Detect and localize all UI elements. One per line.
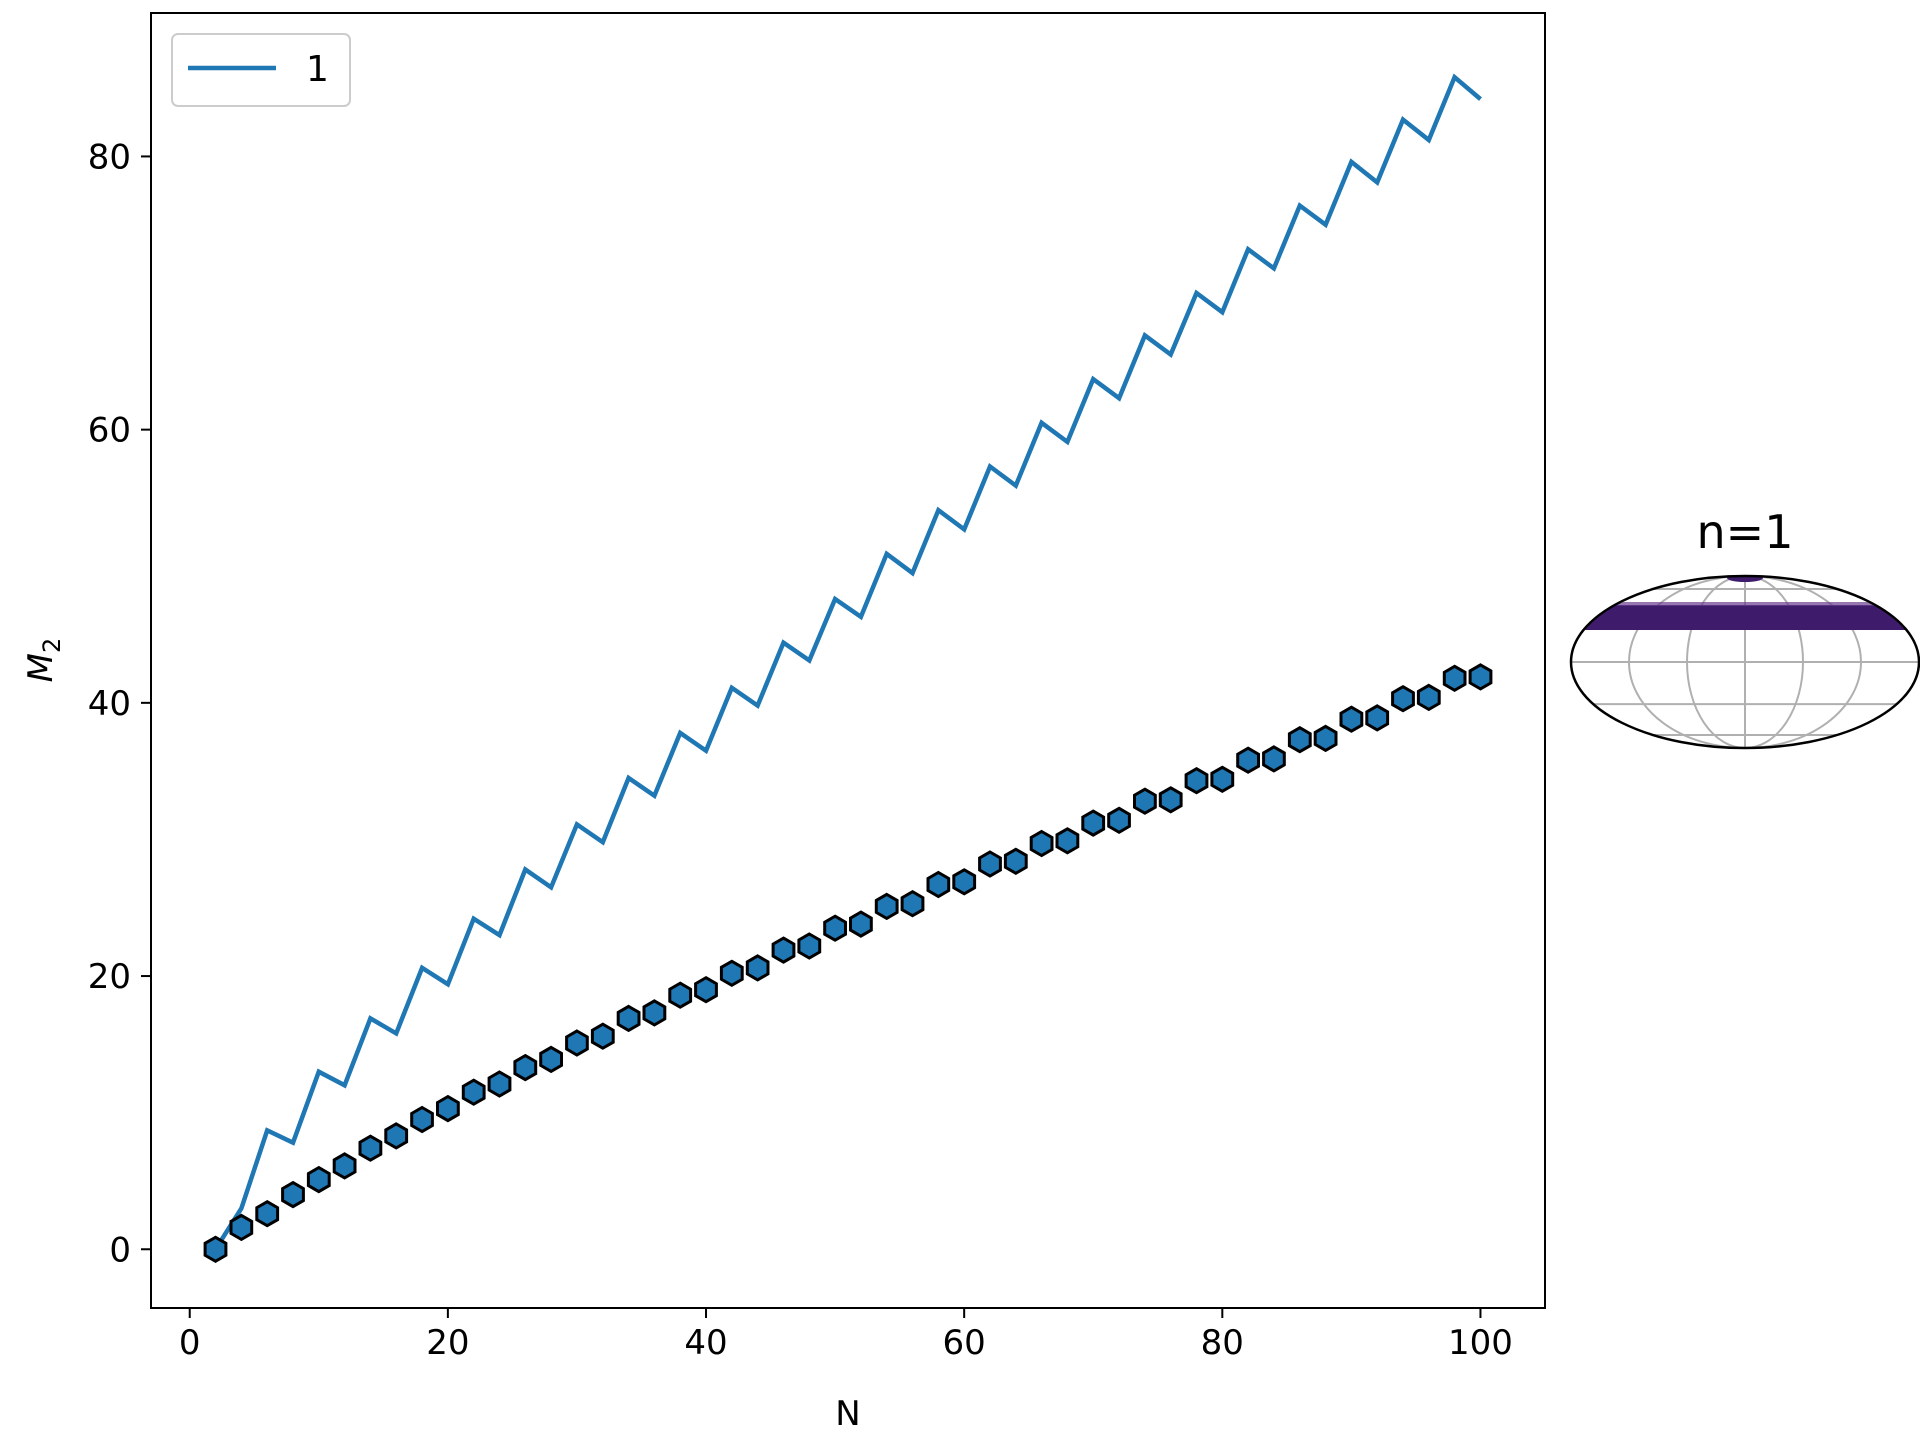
data-point <box>461 1078 486 1106</box>
x-tick-label: 100 <box>1448 1323 1513 1363</box>
y-axis-label-sub: 2 <box>38 638 66 653</box>
pole-cap <box>1727 576 1763 582</box>
data-point <box>849 910 873 938</box>
data-point <box>1339 705 1364 733</box>
data-point <box>1442 664 1467 693</box>
y-tick-label: 0 <box>109 1230 131 1270</box>
data-point <box>1468 663 1493 691</box>
data-point <box>1055 827 1080 855</box>
data-point <box>590 1022 615 1050</box>
y-tick-label: 80 <box>88 137 131 177</box>
inset-outline <box>1569 574 1920 750</box>
data-point <box>1313 724 1338 753</box>
legend: 1 <box>171 33 351 107</box>
x-axis-label: N <box>835 1394 860 1434</box>
data-point <box>797 932 822 960</box>
data-point <box>1416 683 1441 712</box>
y-axis-label: M2 <box>21 638 66 683</box>
data-point <box>306 1165 331 1194</box>
inset-band <box>1571 576 1919 630</box>
data-point <box>332 1152 357 1180</box>
series-line-0 <box>213 73 1482 1251</box>
data-point <box>539 1045 563 1074</box>
data-point <box>823 914 847 942</box>
data-point <box>255 1199 280 1228</box>
data-point <box>358 1134 383 1162</box>
data-point <box>1262 745 1286 773</box>
data-point <box>1210 765 1235 794</box>
data-point <box>1003 847 1028 876</box>
data-point <box>771 936 796 964</box>
data-point <box>203 1235 228 1264</box>
y-tick-label: 40 <box>88 684 131 724</box>
data-point <box>1365 704 1390 732</box>
data-point <box>1133 787 1157 815</box>
data-point <box>926 870 951 899</box>
data-point <box>410 1105 434 1134</box>
data-point <box>1184 766 1209 795</box>
data-point <box>668 981 693 1009</box>
data-point <box>900 889 925 918</box>
band <box>1571 605 1919 630</box>
data-point <box>436 1094 460 1123</box>
inset-title: n=1 <box>1697 505 1794 559</box>
data-point <box>1029 829 1054 858</box>
data-point <box>384 1122 409 1150</box>
data-point <box>719 959 744 988</box>
band-edge <box>1571 602 1919 606</box>
data-point <box>1081 809 1106 837</box>
data-point <box>642 999 667 1027</box>
plot-area <box>150 12 1546 1309</box>
data-point <box>694 975 718 1004</box>
data-point <box>1107 806 1131 835</box>
y-tick-label: 20 <box>88 957 131 997</box>
data-point <box>952 868 977 896</box>
data-point <box>745 954 770 982</box>
data-point <box>513 1053 538 1082</box>
x-tick-label: 20 <box>426 1323 469 1363</box>
x-tick-label: 60 <box>943 1323 986 1363</box>
x-tick-label: 0 <box>179 1323 201 1363</box>
y-tick-label: 60 <box>88 411 131 451</box>
data-point <box>616 1004 641 1033</box>
data-point <box>1158 786 1183 814</box>
y-axis-label-main: M <box>21 653 61 682</box>
data-point <box>978 850 1002 878</box>
legend-label: 1 <box>306 49 329 90</box>
y-axis: 0 20 40 60 80 <box>88 137 151 1270</box>
series-layer <box>203 73 1493 1264</box>
data-point <box>565 1029 589 1057</box>
data-point <box>1391 684 1415 713</box>
data-point <box>229 1213 254 1242</box>
data-point <box>1287 725 1312 754</box>
x-tick-label: 40 <box>684 1323 727 1363</box>
data-point <box>1236 746 1260 774</box>
inset-sphere: n=1 <box>1569 505 1920 750</box>
data-point <box>281 1180 305 1209</box>
data-point <box>487 1070 512 1098</box>
x-axis: 0 20 40 60 80 100 <box>179 1308 1513 1363</box>
x-tick-label: 80 <box>1201 1323 1244 1363</box>
data-point <box>874 892 899 921</box>
